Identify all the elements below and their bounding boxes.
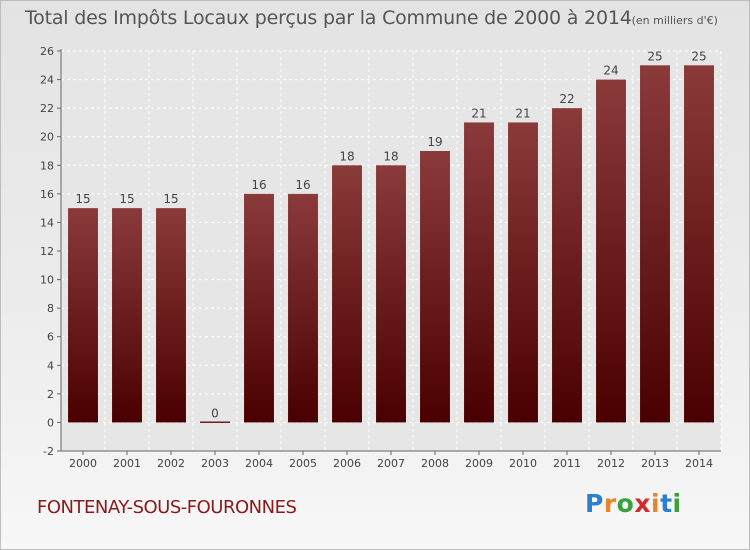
x-tick-label-2008: 2008 — [421, 457, 449, 470]
x-tick-label-2004: 2004 — [245, 457, 273, 470]
y-tick-label: 10 — [40, 274, 54, 287]
value-label-2006: 18 — [339, 149, 354, 163]
logo-letter: P — [585, 489, 604, 518]
y-tick-label: 26 — [40, 45, 54, 58]
logo-letter: t — [660, 489, 673, 518]
commune-name: FONTENAY-SOUS-FOURONNES — [37, 497, 297, 518]
value-label-2012: 24 — [603, 64, 618, 78]
value-label-2010: 21 — [515, 106, 530, 120]
value-label-2009: 21 — [471, 106, 486, 120]
y-tick-label: 0 — [47, 416, 54, 429]
bar-2000 — [68, 208, 98, 423]
y-tick-label: 16 — [40, 188, 54, 201]
x-tick-label-2003: 2003 — [201, 457, 229, 470]
value-label-2000: 15 — [75, 192, 90, 206]
bar-2009 — [464, 122, 494, 423]
x-tick-label-2012: 2012 — [597, 457, 625, 470]
value-label-2001: 15 — [119, 192, 134, 206]
y-tick-label: 14 — [40, 216, 54, 229]
bar-2004 — [244, 193, 274, 423]
x-tick-label-2005: 2005 — [289, 457, 317, 470]
bar-2008 — [420, 151, 450, 423]
bar-2005 — [288, 193, 318, 423]
x-tick-label-2007: 2007 — [377, 457, 405, 470]
value-label-2002: 15 — [163, 192, 178, 206]
y-tick-label: 8 — [47, 302, 54, 315]
bar-2010 — [508, 122, 538, 423]
bar-2006 — [332, 165, 362, 423]
chart-title-unit: (en milliers d'€) — [631, 14, 718, 27]
logo-letter: i — [651, 489, 661, 518]
bar-2011 — [552, 108, 582, 423]
bar-2012 — [596, 79, 626, 423]
x-tick-label-2002: 2002 — [157, 457, 185, 470]
y-tick-label: 4 — [47, 359, 54, 372]
logo-letter: x — [634, 489, 651, 518]
logo-letter: o — [616, 489, 635, 518]
value-label-2004: 16 — [251, 178, 266, 192]
logo-letter: r — [603, 489, 617, 518]
y-tick-label: 12 — [40, 245, 54, 258]
y-tick-label: 6 — [47, 331, 54, 344]
value-label-2008: 19 — [427, 135, 442, 149]
value-label-2013: 25 — [647, 49, 662, 63]
y-tick-label: -2 — [43, 445, 54, 458]
bar-2007 — [376, 165, 406, 423]
x-tick-label-2011: 2011 — [553, 457, 581, 470]
logo-letter: i — [672, 489, 682, 518]
y-tick-label: 20 — [40, 131, 54, 144]
x-tick-label-2006: 2006 — [333, 457, 361, 470]
y-tick-label: 24 — [40, 74, 54, 87]
x-tick-label-2010: 2010 — [509, 457, 537, 470]
x-tick-label-2001: 2001 — [113, 457, 141, 470]
x-tick-label-2014: 2014 — [685, 457, 713, 470]
bar-2013 — [640, 65, 670, 423]
value-labels: 15 15 15 0 16 16 18 18 19 21 21 22 24 25 25 — [75, 49, 706, 420]
chart-title: Total des Impôts Locaux perçus par la Co… — [25, 7, 718, 29]
y-tick-label: 22 — [40, 102, 54, 115]
value-label-2011: 22 — [559, 92, 574, 106]
x-tick-label-2013: 2013 — [641, 457, 669, 470]
y-tick-label: 18 — [40, 159, 54, 172]
bar-2002 — [156, 208, 186, 423]
proxiti-logo: Proxiti — [585, 489, 682, 518]
bar-2014 — [684, 65, 714, 423]
x-tick-label-2009: 2009 — [465, 457, 493, 470]
chart-title-text: Total des Impôts Locaux perçus par la Co… — [25, 7, 632, 29]
bars — [68, 65, 714, 423]
value-label-2005: 16 — [295, 178, 310, 192]
bar-2001 — [112, 208, 142, 423]
value-label-2014: 25 — [691, 49, 706, 63]
x-tick-label-2000: 2000 — [69, 457, 97, 470]
value-label-2007: 18 — [383, 149, 398, 163]
value-label-2003: 0 — [211, 406, 219, 420]
y-tick-label: 2 — [47, 388, 54, 401]
bar-2003 — [200, 421, 230, 423]
